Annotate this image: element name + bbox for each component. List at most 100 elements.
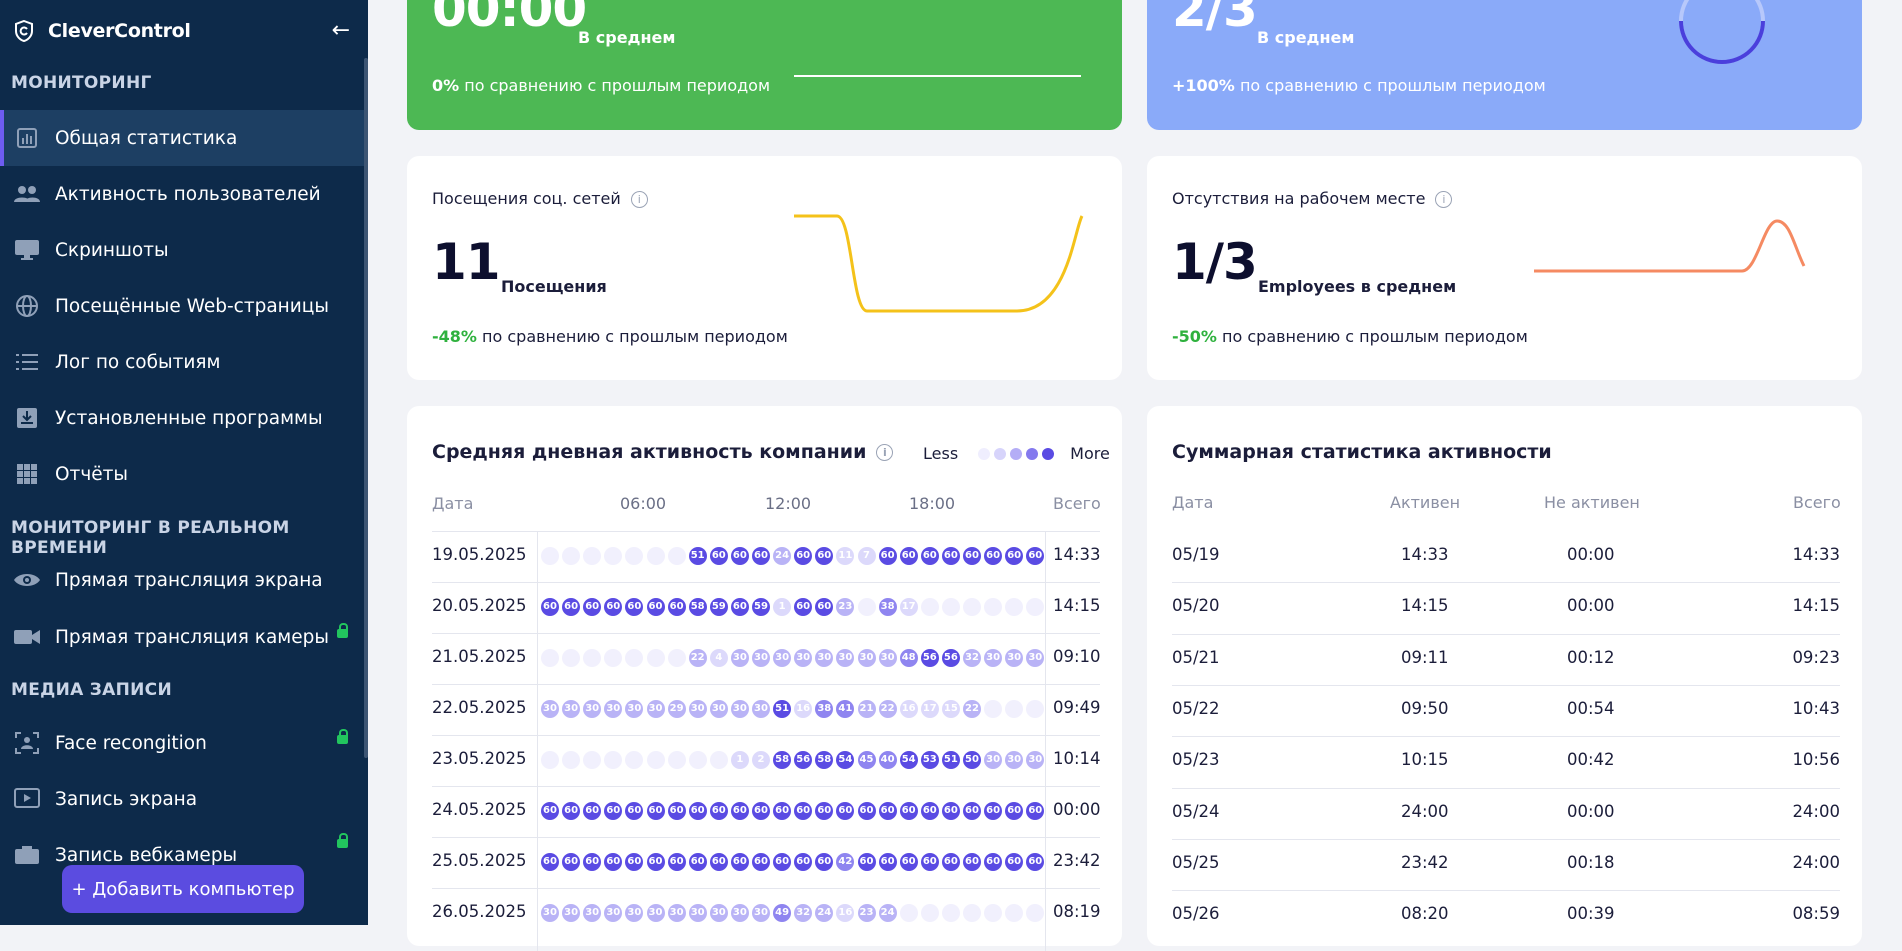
heatmap-cell[interactable]: 60 bbox=[773, 802, 792, 820]
heatmap-cell[interactable]: 60 bbox=[752, 802, 770, 820]
heatmap-cell[interactable]: 60 bbox=[688, 802, 707, 820]
heatmap-cell[interactable]: 30 bbox=[752, 700, 770, 718]
heatmap-cell[interactable]: 60 bbox=[1005, 802, 1024, 820]
heatmap-cell[interactable]: 60 bbox=[1026, 802, 1045, 820]
heatmap-cell[interactable]: 0 bbox=[562, 751, 581, 769]
heatmap-cell[interactable]: 60 bbox=[625, 853, 644, 871]
heatmap-cell[interactable]: 60 bbox=[646, 802, 665, 820]
heatmap-cell[interactable]: 60 bbox=[1005, 853, 1024, 871]
heatmap-cell[interactable]: 0 bbox=[541, 547, 559, 565]
heatmap-cell[interactable]: 51 bbox=[773, 700, 792, 718]
heatmap-cell[interactable]: 0 bbox=[541, 751, 559, 769]
heatmap-cell[interactable]: 0 bbox=[583, 649, 602, 667]
heatmap-cell[interactable]: 40 bbox=[878, 751, 897, 769]
heatmap-cell[interactable]: 0 bbox=[562, 649, 581, 667]
heatmap-cell[interactable]: 56 bbox=[941, 649, 960, 667]
heatmap-cell[interactable]: 0 bbox=[1026, 904, 1045, 922]
heatmap-cell[interactable]: 59 bbox=[752, 598, 770, 616]
heatmap-cell[interactable]: 49 bbox=[773, 904, 792, 922]
heatmap-cell[interactable]: 60 bbox=[730, 802, 749, 820]
heatmap-cell[interactable]: 0 bbox=[541, 649, 559, 667]
heatmap-cell[interactable]: 0 bbox=[984, 598, 1003, 616]
heatmap-cell[interactable]: 60 bbox=[625, 802, 644, 820]
heatmap-cell[interactable]: 54 bbox=[836, 751, 855, 769]
heatmap-cell[interactable]: 60 bbox=[646, 853, 665, 871]
heatmap-cell[interactable]: 0 bbox=[667, 751, 686, 769]
sidebar-item-general-stats[interactable]: Общая статистика bbox=[0, 110, 364, 166]
heatmap-cell[interactable]: 60 bbox=[963, 802, 981, 820]
heatmap-cell[interactable]: 30 bbox=[583, 700, 602, 718]
heatmap-cell[interactable]: 60 bbox=[794, 547, 813, 565]
heatmap-cell[interactable]: 30 bbox=[878, 649, 897, 667]
heatmap-cell[interactable]: 29 bbox=[667, 700, 686, 718]
heatmap-cell[interactable]: 60 bbox=[878, 853, 897, 871]
heatmap-cell[interactable]: 30 bbox=[688, 904, 707, 922]
heatmap-cell[interactable]: 0 bbox=[920, 598, 939, 616]
heatmap-cell[interactable]: 0 bbox=[625, 649, 644, 667]
heatmap-cell[interactable]: 30 bbox=[773, 649, 792, 667]
heatmap-cell[interactable]: 60 bbox=[1026, 853, 1045, 871]
heatmap-cell[interactable]: 38 bbox=[815, 700, 834, 718]
heatmap-cell[interactable]: 23 bbox=[836, 598, 855, 616]
heatmap-cell[interactable]: 60 bbox=[773, 853, 792, 871]
heatmap-cell[interactable]: 60 bbox=[878, 547, 897, 565]
heatmap-cell[interactable]: 30 bbox=[815, 649, 834, 667]
heatmap-cell[interactable]: 60 bbox=[667, 853, 686, 871]
heatmap-cell[interactable]: 60 bbox=[583, 802, 602, 820]
heatmap-cell[interactable]: 0 bbox=[583, 751, 602, 769]
heatmap-cell[interactable]: 60 bbox=[984, 802, 1003, 820]
heatmap-cell[interactable]: 30 bbox=[646, 700, 665, 718]
heatmap-cell[interactable]: 30 bbox=[730, 904, 749, 922]
heatmap-cell[interactable]: 30 bbox=[752, 904, 770, 922]
heatmap-cell[interactable]: 60 bbox=[730, 547, 749, 565]
sidebar-item-face-recognition[interactable]: Face recongition bbox=[0, 715, 364, 771]
heatmap-cell[interactable]: 0 bbox=[667, 649, 686, 667]
heatmap-cell[interactable]: 60 bbox=[667, 598, 686, 616]
heatmap-cell[interactable]: 23 bbox=[857, 904, 876, 922]
heatmap-cell[interactable]: 50 bbox=[963, 751, 981, 769]
heatmap-cell[interactable]: 30 bbox=[836, 649, 855, 667]
heatmap-cell[interactable]: 60 bbox=[857, 802, 876, 820]
info-icon[interactable]: i bbox=[630, 191, 648, 208]
heatmap-cell[interactable]: 60 bbox=[562, 598, 581, 616]
heatmap-cell[interactable]: 60 bbox=[794, 802, 813, 820]
heatmap-cell[interactable]: 0 bbox=[963, 598, 981, 616]
sidebar-item-installed-programs[interactable]: Установленные программы bbox=[0, 390, 364, 446]
heatmap-cell[interactable]: 60 bbox=[941, 802, 960, 820]
heatmap-cell[interactable]: 0 bbox=[688, 751, 707, 769]
heatmap-cell[interactable]: 42 bbox=[836, 853, 855, 871]
heatmap-cell[interactable]: 30 bbox=[604, 904, 623, 922]
heatmap-cell[interactable]: 0 bbox=[920, 904, 939, 922]
heatmap-cell[interactable]: 24 bbox=[773, 547, 792, 565]
heatmap-cell[interactable]: 7 bbox=[857, 547, 876, 565]
heatmap-cell[interactable]: 60 bbox=[941, 853, 960, 871]
heatmap-cell[interactable]: 0 bbox=[646, 547, 665, 565]
heatmap-cell[interactable]: 0 bbox=[1005, 904, 1024, 922]
heatmap-cell[interactable]: 30 bbox=[984, 751, 1003, 769]
heatmap-cell[interactable]: 60 bbox=[709, 802, 728, 820]
heatmap-cell[interactable]: 51 bbox=[941, 751, 960, 769]
heatmap-cell[interactable]: 60 bbox=[963, 853, 981, 871]
sidebar-item-web-pages[interactable]: Посещённые Web-страницы bbox=[0, 278, 364, 334]
heatmap-cell[interactable]: 60 bbox=[899, 853, 918, 871]
heatmap-cell[interactable]: 30 bbox=[1026, 649, 1045, 667]
heatmap-cell[interactable]: 60 bbox=[604, 853, 623, 871]
heatmap-cell[interactable]: 32 bbox=[794, 904, 813, 922]
heatmap-cell[interactable]: 30 bbox=[562, 700, 581, 718]
info-icon[interactable]: i bbox=[1435, 191, 1453, 208]
heatmap-cell[interactable]: 56 bbox=[920, 649, 939, 667]
heatmap-cell[interactable]: 60 bbox=[815, 547, 834, 565]
heatmap-cell[interactable]: 16 bbox=[899, 700, 918, 718]
heatmap-cell[interactable]: 54 bbox=[899, 751, 918, 769]
heatmap-cell[interactable]: 22 bbox=[878, 700, 897, 718]
heatmap-cell[interactable]: 60 bbox=[730, 598, 749, 616]
heatmap-cell[interactable]: 30 bbox=[583, 904, 602, 922]
heatmap-cell[interactable]: 30 bbox=[752, 649, 770, 667]
heatmap-cell[interactable]: 60 bbox=[752, 853, 770, 871]
heatmap-cell[interactable]: 60 bbox=[541, 853, 559, 871]
heatmap-cell[interactable]: 4 bbox=[709, 649, 728, 667]
heatmap-cell[interactable]: 0 bbox=[1026, 700, 1045, 718]
heatmap-cell[interactable]: 60 bbox=[815, 802, 834, 820]
heatmap-cell[interactable]: 2 bbox=[752, 751, 770, 769]
info-icon[interactable]: i bbox=[876, 444, 894, 461]
